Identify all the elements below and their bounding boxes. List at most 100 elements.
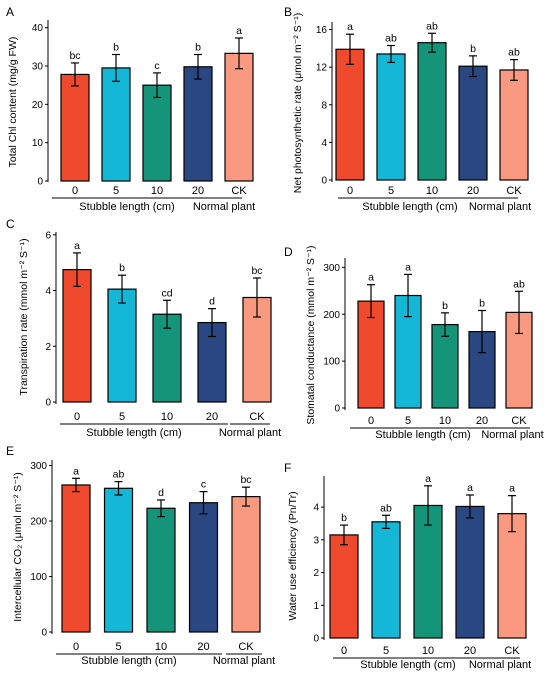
x-tick-label: 10: [155, 641, 167, 653]
bar: [142, 84, 172, 182]
y-tick-label: 200: [323, 310, 340, 321]
chart-panel-b: B 0 4 8 12 16 Net photosynthetic rate (μmol m⁻…: [284, 5, 531, 213]
x-tick-label: 5: [115, 641, 121, 653]
bar: [497, 513, 527, 639]
y-tick-label: 4: [45, 286, 51, 297]
y-tick-label: 4: [313, 503, 319, 514]
bar: [107, 288, 137, 403]
y-axis-title: Transpiration rate (mmol m⁻² S⁻¹): [18, 238, 30, 395]
x-tick-label: 10: [161, 411, 173, 423]
y-tick-label: 300: [323, 263, 340, 274]
y-tick-label: 16: [316, 25, 328, 36]
x-tick-label: CK: [511, 415, 527, 427]
y-tick-label: 2: [45, 342, 51, 353]
significance-letter: a: [236, 25, 242, 37]
y-tick-label: 300: [30, 461, 47, 472]
x-tick-label: 10: [422, 645, 434, 657]
bar: [329, 534, 359, 639]
significance-letter: a: [405, 261, 411, 273]
significance-letter: b: [442, 300, 448, 312]
chart-panel-c: C 0 2 4 6 Transpiration rate (mmol m⁻² S⁻¹) a 0…: [6, 217, 281, 439]
significance-letter: ab: [385, 33, 397, 45]
x-group-label: Stubble length (cm): [375, 429, 470, 441]
bar: [101, 67, 131, 182]
significance-letter: a: [425, 473, 431, 485]
x-tick-label: 5: [113, 185, 119, 197]
x-ck-label: Normal plant: [219, 427, 281, 439]
x-group-label: Stubble length (cm): [360, 659, 455, 671]
y-tick-label: 0: [313, 634, 319, 645]
panel-letter: F: [284, 461, 291, 475]
y-axis-title: Total Chl content (mg/g FW): [7, 37, 19, 168]
x-group-label: Stubble length (cm): [86, 427, 181, 439]
significance-letter: bc: [251, 265, 262, 277]
x-ck-label: Normal plant: [213, 655, 275, 667]
significance-letter: c: [201, 479, 206, 491]
y-tick-label: 10: [32, 138, 44, 149]
chart-panel-f: F 0 1 2 3 4 Water use efficiency (Pn/Tr) b 0 ab 5 a…: [284, 461, 531, 671]
x-tick-label: 0: [341, 645, 347, 657]
y-tick-label: 40: [32, 23, 44, 34]
x-tick-label: CK: [231, 185, 247, 197]
y-tick-label: 100: [323, 357, 340, 368]
bar: [61, 484, 91, 633]
panel-letter: B: [284, 5, 292, 19]
x-tick-label: 5: [383, 645, 389, 657]
y-tick-label: 0: [41, 628, 47, 639]
y-tick-label: 6: [45, 230, 51, 241]
bar: [183, 66, 213, 182]
x-ck-label: Normal plant: [481, 429, 543, 441]
significance-letter: a: [368, 272, 374, 284]
x-tick-label: 0: [73, 641, 79, 653]
y-tick-label: 4: [321, 138, 327, 149]
significance-letter: a: [73, 465, 79, 477]
x-tick-label: 5: [405, 415, 411, 427]
x-group-label: Stubble length (cm): [362, 201, 457, 213]
significance-letter: a: [509, 483, 515, 495]
y-axis-title: Stomatal conductance (mmol m⁻² S⁻¹): [305, 245, 317, 424]
x-tick-label: 20: [197, 641, 209, 653]
x-tick-label: 20: [206, 411, 218, 423]
significance-letter: ab: [513, 278, 525, 290]
x-tick-label: CK: [504, 645, 520, 657]
significance-letter: ab: [113, 469, 125, 481]
significance-letter: d: [209, 296, 215, 308]
y-tick-label: 20: [32, 100, 44, 111]
bar: [431, 323, 459, 409]
significance-letter: cd: [161, 287, 172, 299]
significance-letter: b: [479, 298, 485, 310]
bar: [146, 507, 176, 633]
x-tick-label: 10: [426, 185, 438, 197]
x-tick-label: 20: [467, 185, 479, 197]
x-tick-label: 10: [439, 415, 451, 427]
bar: [458, 65, 488, 181]
x-tick-label: 0: [74, 411, 80, 423]
significance-letter: a: [347, 21, 353, 33]
x-group-label: Stubble length (cm): [79, 201, 174, 213]
significance-letter: a: [467, 482, 473, 494]
bar: [103, 487, 134, 633]
significance-letter: b: [195, 42, 201, 54]
x-tick-label: CK: [249, 411, 265, 423]
x-ck-label: Normal plant: [469, 201, 531, 213]
significance-letter: a: [74, 240, 80, 252]
y-tick-label: 0: [321, 176, 327, 187]
panel-letter: C: [6, 217, 15, 231]
panel-letter: A: [6, 5, 14, 19]
y-tick-label: 100: [30, 572, 47, 583]
bar: [224, 52, 254, 182]
bar: [376, 53, 406, 181]
significance-letter: bc: [240, 474, 251, 486]
y-tick-label: 30: [32, 62, 44, 73]
panel-letter: D: [284, 245, 293, 259]
bar: [188, 502, 219, 633]
significance-letter: bc: [69, 50, 80, 62]
y-tick-label: 0: [37, 177, 43, 188]
bar: [60, 73, 90, 182]
y-tick-label: 200: [30, 517, 47, 528]
bar: [231, 496, 261, 633]
significance-letter: b: [470, 43, 476, 55]
x-tick-label: 0: [368, 415, 374, 427]
y-tick-label: 2: [313, 568, 319, 579]
